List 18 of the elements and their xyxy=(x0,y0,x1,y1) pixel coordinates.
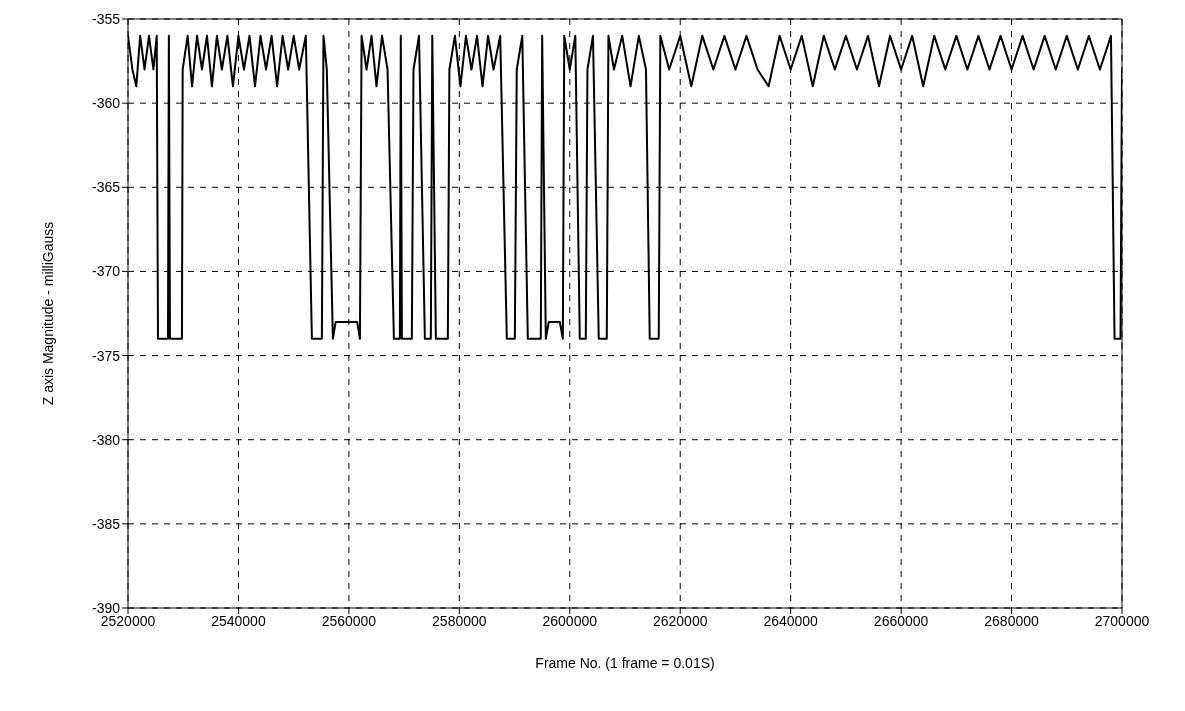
y-axis-title: Z axis Magnitude - milliGauss xyxy=(39,221,56,406)
y-tick-label: -355 xyxy=(91,10,121,27)
x-axis-title: Frame No. (1 frame = 0.01S) xyxy=(535,655,715,671)
x-tick-label: 2540000 xyxy=(211,612,266,629)
x-tick-label: 2620000 xyxy=(652,612,708,629)
x-tick-label: 2640000 xyxy=(763,612,819,629)
x-tick-label: 2660000 xyxy=(873,612,929,629)
x-tick-label: 2700000 xyxy=(1094,612,1150,629)
x-tick-label: 2680000 xyxy=(984,612,1040,629)
x-tick-label: 2600000 xyxy=(542,612,598,629)
y-tick-label: -360 xyxy=(91,95,121,112)
y-tick-label: -370 xyxy=(91,263,121,280)
x-tick-label: 2560000 xyxy=(321,612,377,629)
y-tick-label: -380 xyxy=(91,431,121,448)
y-tick-label: -365 xyxy=(91,179,121,196)
x-tick-label: 2580000 xyxy=(432,612,487,629)
y-tick-label: -385 xyxy=(91,515,121,532)
y-tick-label: -375 xyxy=(91,347,121,364)
